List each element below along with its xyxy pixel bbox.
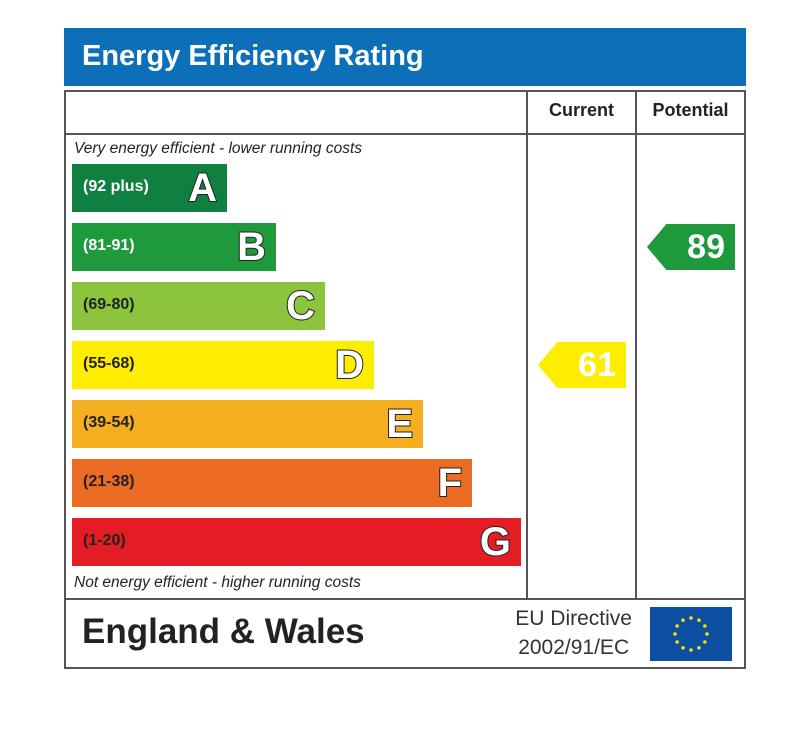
band-letter-b: B	[236, 224, 267, 270]
directive-line-2: 2002/91/EC	[518, 636, 630, 659]
eu-flag-icon	[650, 607, 732, 661]
note-efficient: Very energy efficient - lower running co…	[74, 140, 363, 157]
rating-frame: Current Potential Very energy efficient …	[64, 90, 746, 669]
chart-title: Energy Efficiency Rating	[82, 40, 424, 72]
eu-star-icon	[681, 618, 685, 622]
eu-directive: EU Directive 2002/91/EC	[515, 604, 632, 662]
band-letter-g: G	[479, 519, 512, 565]
potential-rating-value: 89	[687, 228, 725, 266]
band-b: (81-91) B	[72, 223, 276, 271]
band-f: (21-38) F	[72, 459, 472, 507]
band-letter-a: A	[187, 165, 218, 211]
band-range-f: (21-38)	[83, 473, 135, 490]
column-header-potential: Potential	[652, 100, 729, 120]
divider-current	[526, 92, 528, 600]
divider-footer	[66, 598, 744, 600]
band-range-e: (39-54)	[83, 414, 135, 431]
eu-star-icon	[703, 624, 707, 628]
current-rating-arrow: 61	[538, 342, 626, 388]
band-letter-e: E	[385, 401, 414, 447]
divider-header	[66, 133, 744, 135]
band-e: (39-54) E	[72, 400, 423, 448]
eu-star-icon	[703, 640, 707, 644]
band-range-a: (92 plus)	[83, 178, 149, 195]
band-a: (92 plus) A	[72, 164, 227, 212]
band-letter-f: F	[437, 460, 463, 506]
note-inefficient: Not energy efficient - higher running co…	[74, 574, 361, 591]
band-g: (1-20) G	[72, 518, 521, 566]
eu-star-icon	[675, 640, 679, 644]
band-range-b: (81-91)	[83, 237, 135, 254]
potential-rating-arrow: 89	[647, 224, 735, 270]
eu-star-icon	[697, 646, 701, 650]
band-letter-d: D	[334, 342, 365, 388]
eu-star-icon	[689, 616, 693, 620]
eu-star-icon	[675, 624, 679, 628]
divider-potential	[635, 92, 637, 600]
eu-star-icon	[681, 646, 685, 650]
band-letter-c: C	[285, 283, 316, 329]
eu-star-icon	[697, 618, 701, 622]
band-range-d: (55-68)	[83, 355, 135, 372]
title-bar: Energy Efficiency Rating	[64, 28, 746, 86]
band-range-c: (69-80)	[83, 296, 135, 313]
band-range-g: (1-20)	[83, 532, 126, 549]
eu-star-icon	[705, 632, 709, 636]
current-rating-value: 61	[578, 346, 616, 384]
directive-line-1: EU Directive	[515, 607, 632, 630]
eu-star-icon	[673, 632, 677, 636]
column-header-current: Current	[548, 100, 614, 120]
footer-region: England & Wales	[82, 612, 365, 651]
band-d: (55-68) D	[72, 341, 374, 389]
band-c: (69-80) C	[72, 282, 325, 330]
eu-star-icon	[689, 648, 693, 652]
